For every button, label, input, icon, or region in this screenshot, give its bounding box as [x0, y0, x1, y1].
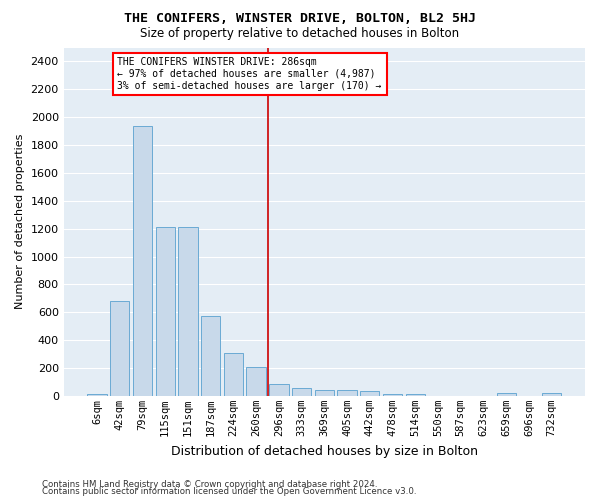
Bar [247, 368, 266, 396]
Bar [314, 390, 334, 396]
Bar [337, 390, 357, 396]
Text: THE CONIFERS, WINSTER DRIVE, BOLTON, BL2 5HJ: THE CONIFERS, WINSTER DRIVE, BOLTON, BL2… [124, 12, 476, 26]
Bar [88, 394, 107, 396]
Bar [224, 354, 243, 396]
Bar [383, 394, 402, 396]
Bar [406, 394, 425, 396]
Bar [542, 393, 562, 396]
Text: Size of property relative to detached houses in Bolton: Size of property relative to detached ho… [140, 28, 460, 40]
Bar [292, 388, 311, 396]
Bar [360, 391, 379, 396]
X-axis label: Distribution of detached houses by size in Bolton: Distribution of detached houses by size … [171, 444, 478, 458]
Text: Contains public sector information licensed under the Open Government Licence v3: Contains public sector information licen… [42, 488, 416, 496]
Bar [155, 228, 175, 396]
Y-axis label: Number of detached properties: Number of detached properties [15, 134, 25, 310]
Bar [178, 228, 197, 396]
Text: THE CONIFERS WINSTER DRIVE: 286sqm
← 97% of detached houses are smaller (4,987)
: THE CONIFERS WINSTER DRIVE: 286sqm ← 97%… [118, 58, 382, 90]
Bar [201, 316, 220, 396]
Bar [110, 301, 130, 396]
Bar [133, 126, 152, 396]
Bar [497, 393, 516, 396]
Bar [269, 384, 289, 396]
Text: Contains HM Land Registry data © Crown copyright and database right 2024.: Contains HM Land Registry data © Crown c… [42, 480, 377, 489]
